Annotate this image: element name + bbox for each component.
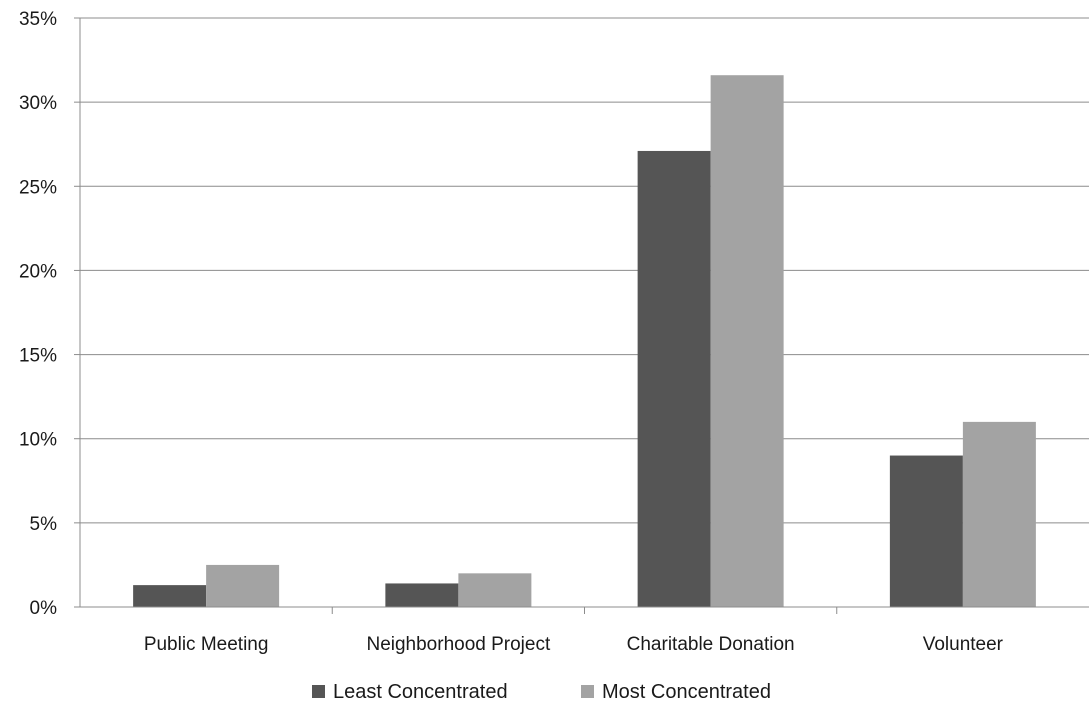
bars [133, 75, 1036, 607]
legend-label: Most Concentrated [602, 681, 771, 703]
bar-most-concentrated-public-meeting [206, 564, 280, 607]
y-tick-label: 15% [19, 346, 57, 367]
legend-swatch [581, 685, 594, 698]
bar-least-concentrated-volunteer [889, 455, 963, 607]
y-tick-label: 25% [19, 177, 57, 198]
x-category-label: Charitable Donation [627, 634, 795, 655]
y-tick-label: 30% [19, 93, 57, 114]
y-tick-label: 20% [19, 261, 57, 282]
x-category-label: Volunteer [923, 634, 1004, 655]
x-axis-category-labels: Public Meeting Neighborhood Project Charit… [144, 634, 1004, 655]
y-axis-tick-labels: 0% 5% 10% 15% 20% 25% 30% 35% [19, 9, 57, 619]
legend: Least Concentrated Most Concentrated [312, 681, 771, 703]
x-category-label: Neighborhood Project [366, 634, 551, 655]
legend-label: Least Concentrated [333, 681, 508, 703]
y-tick-label: 0% [30, 598, 58, 619]
y-tick-label: 5% [30, 514, 58, 535]
axes [74, 17, 1089, 614]
bar-least-concentrated-charitable-donation [637, 150, 711, 607]
gridlines [80, 17, 1089, 524]
y-tick-label: 10% [19, 430, 57, 451]
bar-most-concentrated-charitable-donation [710, 75, 784, 607]
legend-swatch [312, 685, 325, 698]
bar-most-concentrated-neighborhood-project [458, 573, 532, 607]
y-tick-label: 35% [19, 9, 57, 30]
bar-least-concentrated-public-meeting [133, 585, 207, 607]
bar-most-concentrated-volunteer [962, 421, 1036, 607]
bar-least-concentrated-neighborhood-project [385, 583, 459, 607]
x-category-label: Public Meeting [144, 634, 269, 655]
